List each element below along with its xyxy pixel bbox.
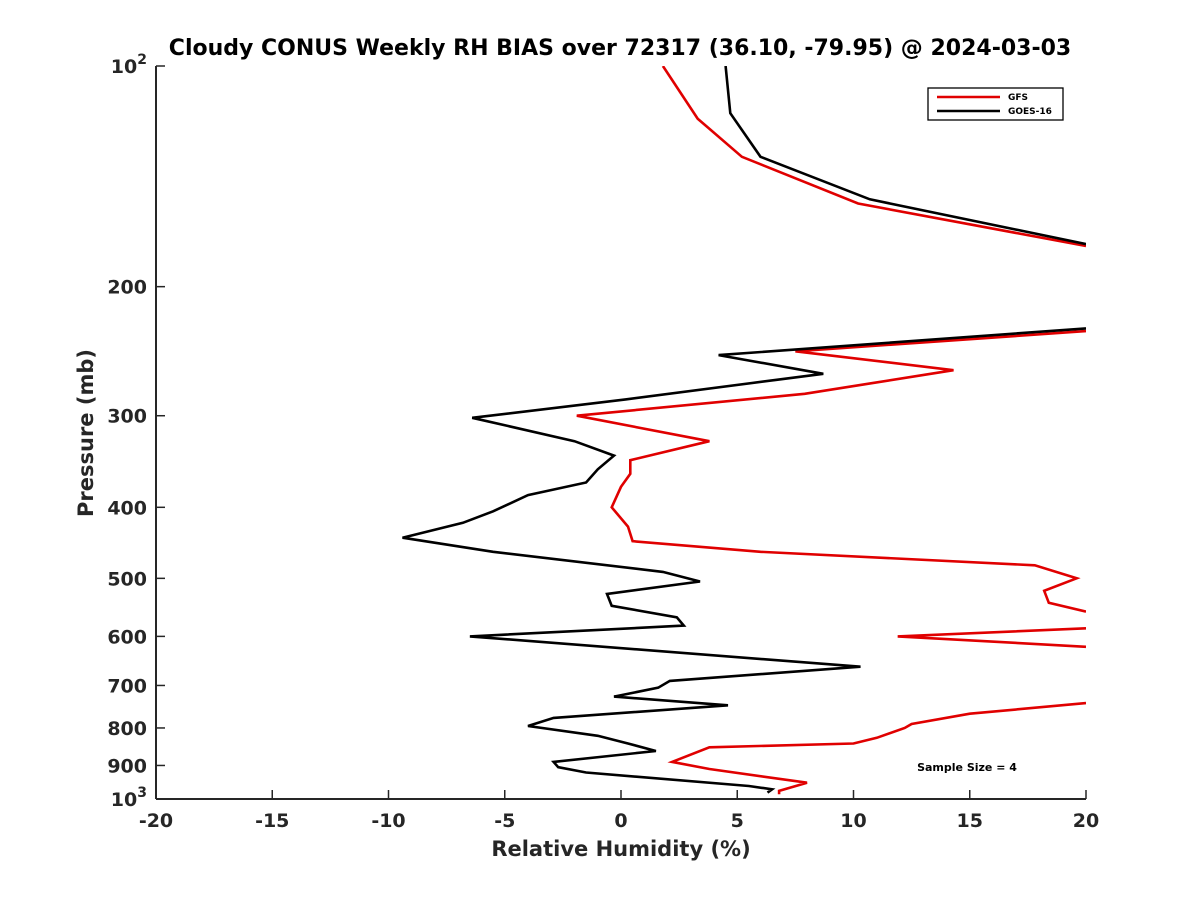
x-axis-label: Relative Humidity (%) [491,837,750,861]
sample-size-annotation: Sample Size = 4 [917,761,1017,774]
y-ticks: 102 200 300 400 500 600 700 800 900 103 [107,52,165,811]
x-ticks: -20 -15 -10 -5 0 5 10 15 20 [139,790,1099,832]
y-tick-label: 400 [107,497,147,519]
series-line-goes16 [402,66,1086,794]
x-tick-label: -15 [255,810,289,832]
x-tick-label: 10 [840,810,866,832]
y-tick-label: 300 [107,406,147,428]
y-tick-label: 200 [107,277,147,299]
y-axis-label: Pressure (mb) [74,349,98,517]
chart-title: Cloudy CONUS Weekly RH BIAS over 72317 (… [169,36,1071,61]
legend-box [927,87,1064,121]
series-layer [402,66,1086,795]
x-tick-label: 5 [731,810,744,832]
x-tick-label: -10 [371,810,405,832]
y-tick-label: 800 [107,718,147,740]
y-tick-label: 500 [107,568,147,590]
x-tick-label: 15 [957,810,983,832]
y-tick-label: 102 [111,52,147,78]
x-tick-label: -5 [494,810,515,832]
legend-label-goes16: GOES-16 [1008,107,1052,117]
legend-label-gfs: GFS [1008,93,1028,103]
y-tick-label: 900 [107,755,147,777]
series-line-gfs [576,66,1086,795]
x-tick-label: -20 [139,810,173,832]
y-tick-label: 700 [107,675,147,697]
x-tick-label: 0 [614,810,627,832]
x-tick-label: 20 [1073,810,1099,832]
y-tick-label: 103 [111,785,147,811]
legend: GFS GOES-16 [927,87,1064,121]
y-tick-label: 600 [107,626,147,648]
